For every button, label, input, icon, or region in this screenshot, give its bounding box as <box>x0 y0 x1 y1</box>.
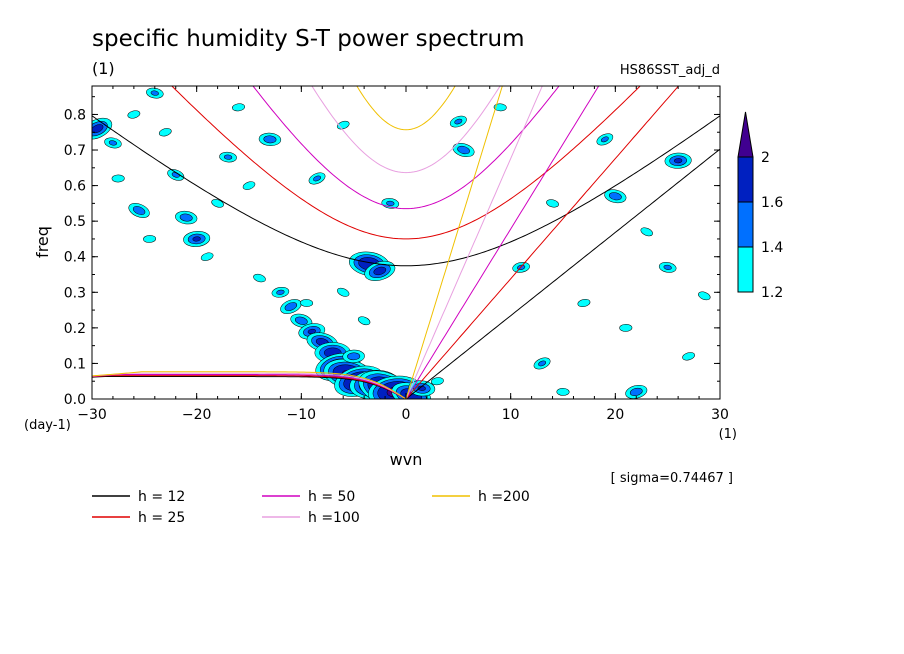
y-tick-label: 0.4 <box>64 250 86 266</box>
power-blob <box>596 133 614 146</box>
colorbar: 1.2 1.4 1.6 2 <box>737 111 783 301</box>
power-blob <box>146 87 164 99</box>
x-tick-label: 30 <box>711 407 729 423</box>
power-blob <box>242 181 256 190</box>
legend-entry: h = 12 <box>92 489 185 505</box>
legend-entry: h = 50 <box>262 489 355 505</box>
power-blob <box>219 151 237 163</box>
power-blob <box>211 199 224 208</box>
power-blob <box>357 316 371 326</box>
legend-label: h = 12 <box>138 489 185 505</box>
colorbar-label: 2 <box>761 150 770 166</box>
chart-subtitle-left: (1) <box>92 59 115 78</box>
legend-label: h =200 <box>478 489 530 505</box>
power-blob <box>143 235 157 243</box>
power-blob <box>337 287 350 297</box>
colorbar-swatch <box>737 201 754 248</box>
power-blob <box>698 291 711 301</box>
power-blob <box>128 203 150 218</box>
x-tick-label: 0 <box>402 407 411 423</box>
power-blob <box>232 103 245 112</box>
power-blob <box>533 357 551 370</box>
power-blob <box>200 252 214 261</box>
sigma-note: [ sigma=0.74467 ] <box>611 471 733 486</box>
power-blob <box>577 298 591 307</box>
dispersion-curves <box>92 86 720 399</box>
colorbar-arrow <box>737 111 754 158</box>
x-unit-label: (1) <box>719 427 737 442</box>
power-blob <box>111 174 125 183</box>
y-tick-label: 0.2 <box>64 321 86 337</box>
x-axis-label: wvn <box>390 450 423 469</box>
curve-h50 <box>92 86 600 399</box>
y-tick-label: 0.1 <box>64 356 86 372</box>
axes: −30 −20 −10 0 10 20 30 0.0 0.1 0.2 0.3 0.4 0.5 0.6 0.7… <box>64 86 729 423</box>
power-blob <box>658 262 677 273</box>
y-tick-label: 0.8 <box>64 107 86 123</box>
y-tick-label: 0.7 <box>64 143 86 159</box>
legend-label: h = 50 <box>308 489 355 505</box>
colorbar-label: 1.2 <box>761 285 783 301</box>
power-blob <box>300 299 314 307</box>
curve-h200 <box>92 86 503 399</box>
x-tick-label: −10 <box>287 407 317 423</box>
curve-h100 <box>92 86 543 399</box>
power-blob <box>664 152 692 169</box>
power-blob <box>271 286 290 298</box>
power-blob <box>493 103 507 112</box>
legend: h = 12 h = 25 h = 50 h =100 h =200 <box>92 489 530 526</box>
legend-label: h =100 <box>308 510 360 526</box>
power-blob <box>158 128 172 137</box>
legend-label: h = 25 <box>138 510 185 526</box>
power-blob <box>127 110 141 119</box>
curve-h25 <box>92 86 680 399</box>
power-blob <box>308 172 326 185</box>
power-blob <box>619 324 633 332</box>
power-blob <box>167 169 185 181</box>
x-tick-label: 20 <box>606 407 624 423</box>
power-blob <box>183 230 211 247</box>
legend-entry: h =100 <box>262 510 360 526</box>
power-contours <box>92 87 711 399</box>
chart-title: specific humidity S-T power spectrum <box>92 26 524 52</box>
power-blob <box>342 349 365 363</box>
power-blob <box>625 384 648 399</box>
y-tick-label: 0.3 <box>64 285 86 301</box>
colorbar-label: 1.4 <box>761 240 783 256</box>
colorbar-swatch <box>737 246 754 293</box>
power-blob <box>364 260 396 281</box>
power-blob <box>640 227 653 237</box>
power-blob <box>253 273 266 283</box>
chart-subtitle-right: HS86SST_adj_d <box>620 63 720 78</box>
x-tick-label: −30 <box>77 407 107 423</box>
colorbar-swatch <box>737 156 754 203</box>
x-tick-label: −20 <box>182 407 212 423</box>
power-blob <box>336 120 350 130</box>
colorbar-label: 1.6 <box>761 195 783 211</box>
power-blob <box>104 137 122 149</box>
legend-entry: h =200 <box>432 489 530 505</box>
power-blob <box>546 199 559 208</box>
power-blob <box>604 189 627 204</box>
power-blob <box>452 143 475 158</box>
power-blob <box>258 132 282 146</box>
power-blob <box>280 299 302 314</box>
power-blob <box>682 352 695 361</box>
legend-entry: h = 25 <box>92 510 185 526</box>
power-blob <box>290 313 313 328</box>
y-tick-label: 0.5 <box>64 214 86 230</box>
curve-h12 <box>92 115 720 399</box>
power-blob <box>430 377 444 386</box>
y-tick-label: 0.6 <box>64 179 86 195</box>
y-axis-label: freq <box>33 226 52 258</box>
power-blob <box>175 210 198 225</box>
y-unit-label: (day-1) <box>24 418 71 433</box>
power-blob <box>449 115 467 128</box>
y-tick-label: 0.0 <box>64 392 86 408</box>
power-blob <box>556 388 570 396</box>
x-tick-label: 10 <box>502 407 520 423</box>
